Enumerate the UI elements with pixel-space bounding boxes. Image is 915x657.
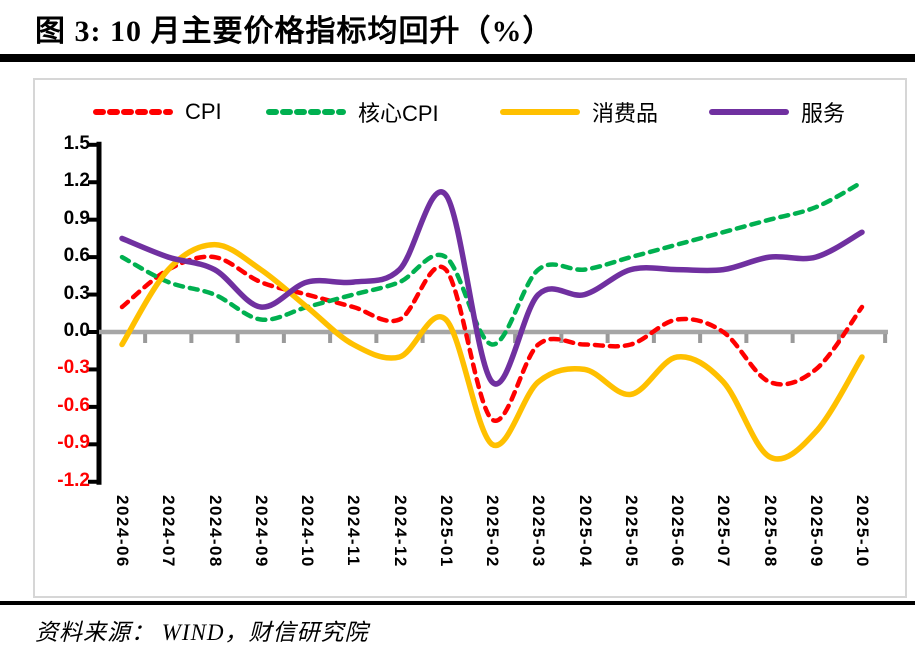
- legend-item-services: 服务: [708, 96, 845, 128]
- y-axis-tick-label: 1.5: [63, 132, 90, 154]
- chart-panel: CPI 核心CPI 消费品 服务 1.5 1.2 0.9 0.6 0.3 0.0 -0.3 -…: [33, 78, 907, 598]
- x-axis-tick-label: 2025-09: [806, 495, 826, 568]
- x-axis-tick-label: 2024-06: [113, 495, 132, 568]
- legend-label-consumer-goods: 消费品: [592, 101, 659, 126]
- legend-label-cpi: CPI: [185, 99, 222, 124]
- legend-swatch-cpi-icon: [93, 109, 173, 115]
- legend-item-core-cpi: 核心CPI: [265, 96, 439, 128]
- x-axis-tick-label: 2024-12: [390, 495, 410, 568]
- y-axis-tick-label: 0.9: [63, 207, 90, 229]
- x-axis-tick-label: 2024-11: [344, 495, 364, 567]
- x-axis-tick-label: 2025-07: [714, 495, 734, 568]
- x-axis-tick-label: 2025-04: [575, 495, 595, 568]
- legend-swatch-services-icon: [709, 109, 789, 115]
- legend-swatch-consumer-goods-icon: [500, 109, 580, 115]
- series-line-CPI: [119, 254, 865, 423]
- x-axis-tick-label: 2024-09: [251, 495, 271, 568]
- x-axis-tick-label: 2025-02: [483, 495, 502, 568]
- figure-title: 图 3: 10 月主要价格指标均回升（%）: [35, 15, 554, 48]
- y-axis-tick-label: 0.6: [63, 245, 90, 267]
- title-divider: [0, 54, 915, 62]
- y-axis-tick-label: 1.2: [63, 170, 90, 192]
- y-axis-tick-label: -0.6: [57, 394, 90, 416]
- y-axis-tick-label: -0.3: [57, 357, 90, 379]
- x-axis-tick-label: 2024-08: [205, 495, 225, 568]
- y-axis-tick-label: 0.0: [63, 320, 90, 341]
- series-line-核心CPI: [119, 179, 865, 347]
- y-axis-tick-label: 0.3: [63, 282, 90, 304]
- line-chart-plot: [88, 141, 888, 485]
- x-axis-tick-label: 2025-03: [529, 495, 549, 568]
- series-line-消费品: [119, 241, 865, 462]
- legend-item-consumer-goods: 消费品: [499, 96, 658, 128]
- y-axis-tick-label: -0.9: [57, 432, 90, 454]
- y-axis-tick-label: -1.2: [57, 469, 90, 491]
- legend-item-cpi: CPI: [92, 96, 222, 128]
- x-axis-tick-label: 2025-08: [760, 495, 780, 568]
- bottom-divider: [0, 601, 915, 605]
- x-axis-tick-label: 2025-05: [621, 495, 641, 568]
- series-line-服务: [119, 189, 865, 387]
- x-axis-tick-label: 2025-10: [853, 495, 872, 568]
- legend-label-core-cpi: 核心CPI: [358, 101, 439, 126]
- legend-swatch-core-cpi-icon: [266, 109, 346, 115]
- x-axis-tick-label: 2024-07: [159, 495, 179, 568]
- x-axis-tick-label: 2025-06: [668, 495, 687, 568]
- source-note: 资料来源： WIND，财信研究院: [35, 620, 369, 645]
- x-axis-tick-label: 2025-01: [436, 495, 456, 568]
- x-axis-tick-label: 2024-10: [298, 495, 317, 568]
- legend-label-services: 服务: [801, 101, 846, 126]
